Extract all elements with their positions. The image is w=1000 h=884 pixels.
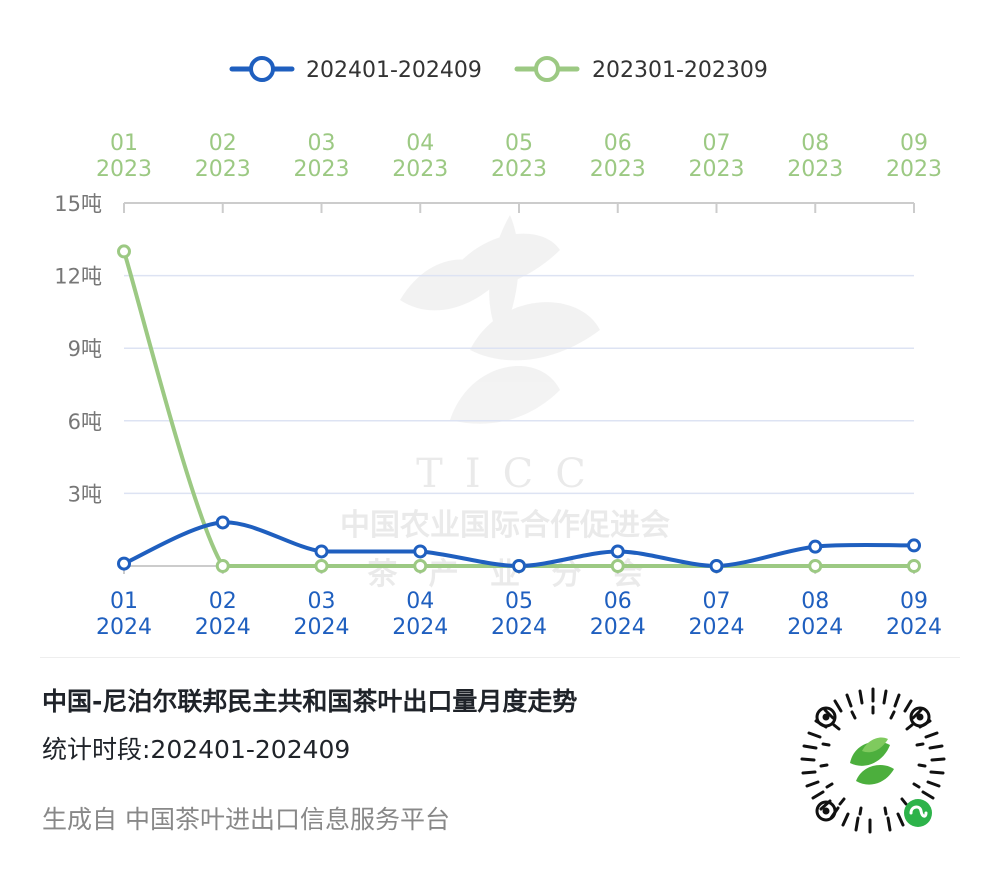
source-credit: 生成自 中国茶叶进出口信息服务平台 <box>42 805 450 834</box>
x-tick-label-year: 2024 <box>689 615 745 640</box>
watermark-brand: TICC <box>416 451 608 497</box>
series-line-2023 <box>122 249 916 569</box>
y-tick-label: 3吨 <box>68 482 102 506</box>
data-point-2023 <box>117 244 131 259</box>
x-tick-label-year: 2024 <box>491 615 547 640</box>
data-point-2024 <box>215 515 230 530</box>
x-tick-label-month: 08 <box>801 589 829 614</box>
x-tick-label-year: 2024 <box>886 615 942 640</box>
y-tick-label: 6吨 <box>68 410 102 434</box>
data-point-2023 <box>413 559 428 573</box>
data-point-2023 <box>215 559 230 573</box>
x-tick-label-month: 01 <box>110 131 138 156</box>
x-tick-label-month: 06 <box>604 131 632 156</box>
x-tick-label-month: 05 <box>505 589 533 614</box>
legend-item-2023: 202301-202309 <box>514 56 768 83</box>
legend-label: 202301-202309 <box>592 58 768 83</box>
x-tick-label-month: 02 <box>209 589 237 614</box>
x-tick-label-year: 2024 <box>96 615 152 640</box>
x-tick-label-month: 09 <box>900 131 928 156</box>
data-point-2023 <box>808 559 823 573</box>
legend-marker-icon <box>534 56 560 82</box>
chart: TICC 中国农业国际合作促进会 茶 产 业 分 会 15吨12吨9吨6吨3吨 … <box>54 56 942 640</box>
legend-label: 202401-202409 <box>306 58 482 83</box>
footer-divider <box>40 657 960 658</box>
x-tick-label-year: 2023 <box>294 157 350 182</box>
x-tick-label-month: 02 <box>209 131 237 156</box>
data-point-2023 <box>907 559 921 573</box>
tea-leaf-logo-icon <box>400 215 600 424</box>
x-tick-label-month: 08 <box>801 131 829 156</box>
x-tick-label-year: 2024 <box>294 615 350 640</box>
data-point-2023 <box>610 559 625 573</box>
legend-item-2024: 202401-202409 <box>229 56 482 83</box>
x-tick-label-year: 2023 <box>96 157 152 182</box>
data-point-2024 <box>709 559 724 573</box>
y-tick-label: 12吨 <box>54 265 102 289</box>
x-tick-label-month: 01 <box>110 589 138 614</box>
y-tick-label: 9吨 <box>68 337 102 361</box>
x-tick-label-month: 03 <box>308 131 336 156</box>
x-tick-label-month: 04 <box>406 589 434 614</box>
x-tick-label-month: 05 <box>505 131 533 156</box>
data-point-2024 <box>907 538 921 553</box>
x-tick-label-year: 2024 <box>195 615 251 640</box>
data-point-2024 <box>413 544 428 559</box>
legend-marker-icon <box>249 56 275 82</box>
statistics-period: 统计时段:202401-202409 <box>42 735 351 764</box>
x-tick-label-year: 2024 <box>787 615 843 640</box>
watermark: TICC 中国农业国际合作促进会 茶 产 业 分 会 <box>340 215 670 592</box>
data-point-2024 <box>314 544 329 559</box>
watermark-org-line2: 茶 产 业 分 会 <box>367 557 642 592</box>
chart-title: 中国-尼泊尔联邦民主共和国茶叶出口量月度走势 <box>42 687 578 716</box>
data-point-2024 <box>808 539 823 554</box>
x-tick-label-year: 2023 <box>392 157 448 182</box>
data-point-2024 <box>512 559 526 573</box>
x-tick-label-year: 2023 <box>195 157 251 182</box>
data-point-2023 <box>314 559 329 573</box>
x-tick-label-year: 2023 <box>787 157 843 182</box>
data-point-2024 <box>610 544 625 559</box>
mini-program-qr-icon[interactable] <box>790 681 956 847</box>
x-tick-label-year: 2024 <box>392 615 448 640</box>
x-tick-label-month: 07 <box>703 131 731 156</box>
x-tick-label-month: 06 <box>604 589 632 614</box>
x-tick-label-month: 04 <box>406 131 434 156</box>
watermark-org-line1: 中国农业国际合作促进会 <box>340 508 670 543</box>
y-tick-label: 15吨 <box>54 192 102 216</box>
x-tick-label-month: 09 <box>900 589 928 614</box>
x-tick-label-year: 2023 <box>590 157 646 182</box>
x-tick-label-year: 2024 <box>590 615 646 640</box>
x-tick-label-year: 2023 <box>886 157 942 182</box>
x-tick-label-month: 07 <box>703 589 731 614</box>
x-tick-label-year: 2023 <box>491 157 547 182</box>
data-point-2024 <box>117 556 131 571</box>
x-tick-label-month: 03 <box>308 589 336 614</box>
x-tick-label-year: 2023 <box>689 157 745 182</box>
